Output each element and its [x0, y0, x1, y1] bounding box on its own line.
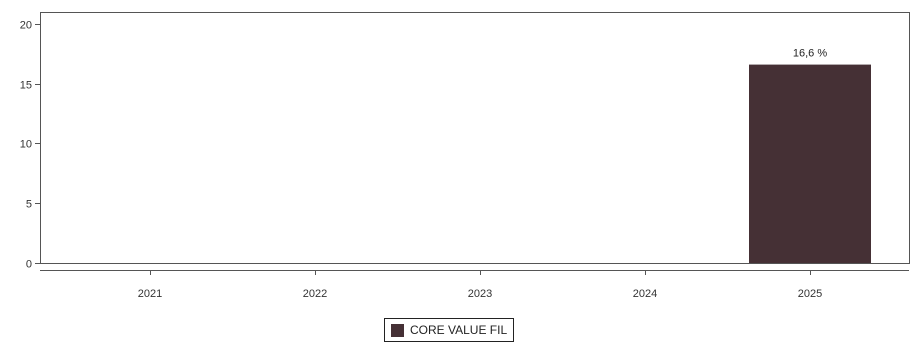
y-axis: 0 5 10 15 20 [20, 20, 40, 271]
x-tick-label: 2025 [798, 288, 822, 300]
data-labels: 16,6 % [793, 48, 827, 60]
x-axis: 2021 2022 2023 2024 2025 [138, 270, 822, 300]
x-tick-label: 2023 [468, 288, 492, 300]
y-tick-label: 20 [20, 20, 32, 32]
data-label-2025: 16,6 % [793, 48, 827, 60]
x-tick-label: 2021 [138, 288, 162, 300]
legend-swatch [391, 323, 404, 337]
y-tick-label: 15 [20, 80, 32, 92]
bar-series [749, 64, 871, 263]
y-tick-label: 5 [26, 199, 32, 211]
legend-label: CORE VALUE FIL [410, 323, 508, 337]
bar-2025 [749, 64, 871, 263]
y-tick-label: 10 [20, 139, 32, 151]
x-tick-label: 2022 [303, 288, 327, 300]
x-tick-label: 2024 [633, 288, 657, 300]
y-tick-label: 0 [26, 259, 32, 271]
legend: CORE VALUE FIL [384, 318, 515, 342]
